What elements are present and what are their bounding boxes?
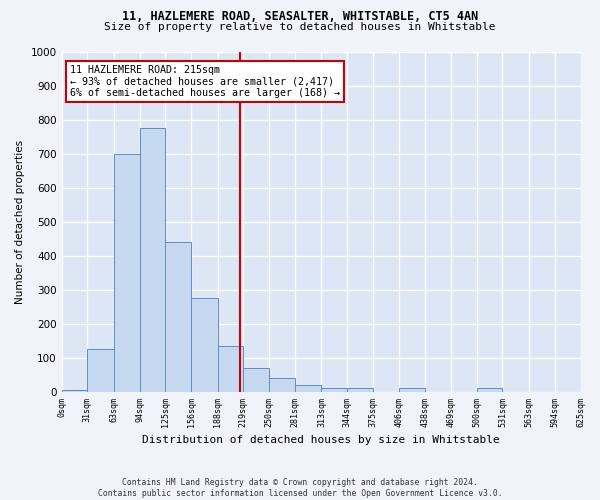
Text: Size of property relative to detached houses in Whitstable: Size of property relative to detached ho… — [104, 22, 496, 32]
Bar — [87, 350, 114, 392]
Bar — [347, 388, 373, 392]
Bar — [218, 346, 244, 392]
Bar — [191, 298, 218, 392]
Bar — [398, 388, 425, 392]
X-axis label: Distribution of detached houses by size in Whitstable: Distribution of detached houses by size … — [142, 435, 500, 445]
Bar — [114, 154, 140, 392]
Bar — [295, 385, 322, 392]
Bar — [166, 242, 191, 392]
Text: 11 HAZLEMERE ROAD: 215sqm
← 93% of detached houses are smaller (2,417)
6% of sem: 11 HAZLEMERE ROAD: 215sqm ← 93% of detac… — [70, 65, 340, 98]
Bar — [140, 128, 166, 392]
Text: Contains HM Land Registry data © Crown copyright and database right 2024.
Contai: Contains HM Land Registry data © Crown c… — [98, 478, 502, 498]
Bar — [477, 388, 502, 392]
Text: 11, HAZLEMERE ROAD, SEASALTER, WHITSTABLE, CT5 4AN: 11, HAZLEMERE ROAD, SEASALTER, WHITSTABL… — [122, 10, 478, 23]
Y-axis label: Number of detached properties: Number of detached properties — [15, 140, 25, 304]
Bar — [62, 390, 87, 392]
Bar — [269, 378, 295, 392]
Bar — [322, 388, 347, 392]
Bar — [244, 368, 269, 392]
